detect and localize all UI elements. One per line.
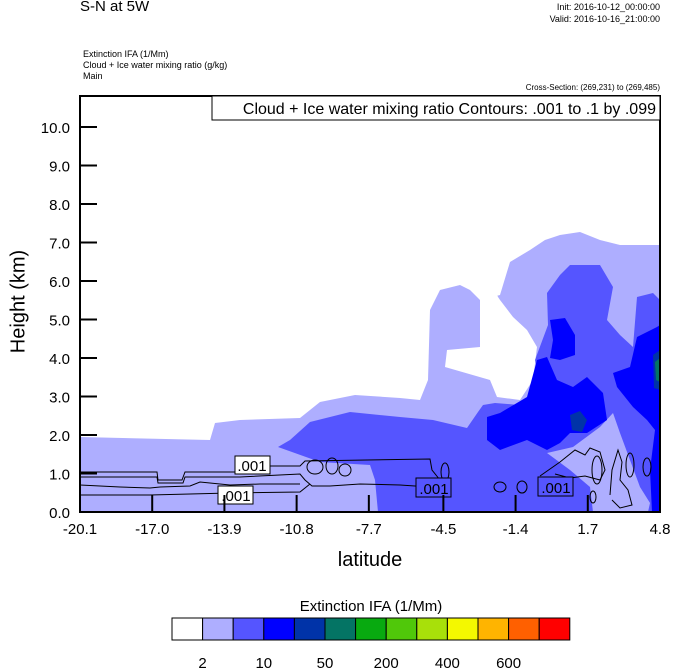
init-time: Init: 2016-10-12_00:00:00 [556, 2, 660, 12]
contour-line [609, 448, 633, 509]
subtitle-mixing-ratio: Cloud + Ice water mixing ratio (g/kg) [83, 60, 228, 70]
x-tick-label: -17.0 [135, 521, 169, 538]
contour-line [539, 447, 606, 481]
clear-region [445, 280, 537, 400]
contour-line [493, 481, 507, 493]
y-tick-label: 4.0 [49, 351, 70, 368]
colorbar-swatch [446, 617, 479, 641]
x-tick-label: -4.5 [430, 521, 456, 538]
colorbar-swatch [416, 617, 448, 641]
colorbar-swatch [263, 617, 295, 641]
y-tick-label: 0.0 [49, 505, 70, 522]
x-tick-label: 4.8 [650, 521, 671, 538]
colorbar-swatch [477, 617, 510, 641]
colorbar-swatch [385, 617, 418, 641]
x-tick-label: -7.7 [356, 521, 382, 538]
contour-fill-2-10-patch [547, 413, 650, 512]
y-tick-label: 3.0 [49, 390, 70, 407]
colorbar-title: Extinction IFA (1/Mm) [299, 598, 443, 615]
contour-label: .001 [237, 458, 266, 475]
contour-line [79, 481, 300, 489]
contour-line [625, 452, 635, 478]
colorbar-swatch [293, 617, 326, 641]
contour-legend-text: Cloud + Ice water mixing ratio Contours:… [243, 101, 656, 118]
colorbar-label: 10 [255, 655, 272, 668]
contour-line [642, 457, 652, 477]
contour-line [516, 480, 528, 494]
y-tick-label: 5.0 [49, 313, 70, 330]
contour-fill-200-400 [570, 411, 587, 432]
contour-label: .001 [541, 480, 570, 497]
y-tick-label: 8.0 [49, 197, 70, 214]
contour-line [589, 490, 597, 504]
colorbar-label: 600 [496, 655, 521, 668]
x-tick-label: -20.1 [63, 521, 97, 538]
y-tick-label: 6.0 [49, 274, 70, 291]
colorbar-swatch [232, 617, 265, 641]
contour-label: .001 [221, 488, 250, 505]
x-axis: -20.1 -17.0 -13.9 -10.8 -7.7 -4.5 -1.4 1.7 4.8 [63, 495, 671, 538]
line-contours [79, 447, 652, 509]
colorbar-swatch [171, 617, 204, 641]
y-tick-label: 2.0 [49, 428, 70, 445]
x-tick-label: 1.7 [577, 521, 598, 538]
contour-line [80, 473, 431, 488]
valid-time: Valid: 2016-10-16_21:00:00 [549, 14, 660, 24]
x-tick-label: -13.9 [207, 521, 241, 538]
contour-labels: .001 .001 .001 .001 [217, 455, 574, 505]
contour-line [306, 459, 324, 475]
colorbar: 2 10 50 200 400 600 [171, 617, 571, 668]
y-axis-label: Height (km) [7, 249, 30, 354]
colorbar-label: 400 [435, 655, 460, 668]
y-tick-label: 7.0 [49, 236, 70, 253]
colorbar-swatch [355, 617, 387, 641]
colorbar-label: 200 [374, 655, 399, 668]
y-tick-label: 10.0 [41, 120, 70, 137]
subtitle-main: Main [83, 71, 103, 81]
contour-label: .001 [419, 481, 448, 498]
contour-line [338, 463, 352, 477]
cross-section-info: Cross-Section: (269,231) to (269,485) [525, 83, 660, 92]
colorbar-swatch [538, 617, 571, 641]
y-axis: 0.0 1.0 2.0 3.0 4.0 5.0 6.0 7.0 8.0 9.0 10.0 [41, 120, 97, 522]
colorbar-label: 2 [198, 655, 206, 668]
x-tick-label: -1.4 [503, 521, 529, 538]
contour-fill-50-200 [550, 318, 575, 360]
plot-title: S-N at 5W [80, 0, 150, 15]
contour-fill-400-600 [655, 358, 660, 382]
colorbar-swatch [324, 617, 357, 641]
contour-line [591, 455, 603, 485]
legend-box [211, 95, 661, 121]
colorbar-label: 50 [317, 655, 334, 668]
y-tick-label: 1.0 [49, 467, 70, 484]
y-tick-label: 9.0 [49, 159, 70, 176]
subtitle-extinction: Extinction IFA (1/Mm) [83, 49, 169, 59]
contour-line [325, 457, 339, 475]
x-axis-label: latitude [337, 549, 403, 571]
filled-contours [80, 232, 660, 512]
x-tick-label: -10.8 [280, 521, 314, 538]
contour-fill-50-200 [613, 325, 660, 512]
colorbar-swatch [508, 617, 540, 641]
colorbar-swatch [202, 617, 234, 641]
